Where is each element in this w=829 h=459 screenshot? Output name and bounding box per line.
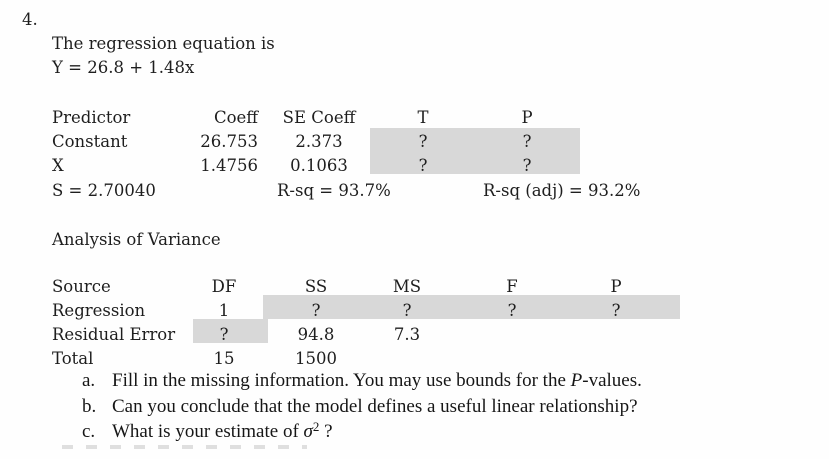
question-a-text: Fill in the missing information. You may… bbox=[112, 368, 642, 393]
question-a-pre: Fill in the missing information. You may… bbox=[112, 370, 571, 391]
coef-cell-p-missing: ? bbox=[522, 156, 532, 175]
s-value: S = 2.70040 bbox=[52, 181, 156, 200]
coef-header-predictor: Predictor bbox=[52, 108, 131, 127]
cropped-next-line-artifact bbox=[62, 445, 307, 449]
question-a: a. Fill in the missing information. You … bbox=[0, 368, 829, 393]
anova-cell-source: Residual Error bbox=[52, 325, 176, 344]
coef-header-row: Predictor Coeff SE Coeff T P bbox=[0, 106, 829, 130]
anova-title: Analysis of Variance bbox=[52, 230, 221, 249]
regression-intro-line: The regression equation is bbox=[52, 34, 275, 53]
coef-cell-p-missing: ? bbox=[522, 132, 532, 151]
question-c-label: c. bbox=[82, 421, 96, 442]
anova-header-p: P bbox=[610, 277, 622, 296]
anova-row-total: Total 15 1500 bbox=[0, 347, 829, 371]
coef-header-coeff: Coeff bbox=[213, 108, 258, 127]
coef-table-tp-highlight bbox=[370, 128, 580, 174]
question-a-italic-p: P bbox=[570, 370, 583, 391]
anova-header-ss: SS bbox=[304, 277, 328, 296]
anova-cell-df: 1 bbox=[218, 301, 230, 320]
r-sq-adj-value: R-sq (adj) = 93.2% bbox=[483, 181, 641, 200]
anova-cell-ss: 94.8 bbox=[297, 325, 335, 344]
question-a-label: a. bbox=[82, 370, 96, 391]
question-c: c. What is your estimate of σ2 ? bbox=[0, 419, 829, 446]
anova-cell-df-missing: ? bbox=[219, 325, 229, 344]
anova-header-ms: MS bbox=[392, 277, 422, 296]
sigma-exponent: 2 bbox=[312, 419, 320, 434]
r-sq-value: R-sq = 93.7% bbox=[277, 181, 391, 200]
problem-number: 4. bbox=[22, 10, 38, 29]
coef-header-p: P bbox=[521, 108, 533, 127]
anova-cell-ss: 1500 bbox=[295, 349, 337, 368]
coef-cell-t-missing: ? bbox=[418, 132, 428, 151]
question-c-text: What is your estimate of σ2 ? bbox=[112, 419, 333, 444]
anova-cell-source: Total bbox=[52, 349, 94, 368]
anova-header-row: Source DF SS MS F P bbox=[0, 275, 829, 299]
question-c-pre: What is your estimate of bbox=[112, 421, 304, 442]
sigma-symbol: σ bbox=[303, 421, 313, 442]
question-b: b. Can you conclude that the model defin… bbox=[0, 394, 829, 419]
anova-residual-df-highlight bbox=[193, 319, 268, 343]
coef-cell-coeff: 26.753 bbox=[200, 132, 258, 151]
anova-cell-ms: 7.3 bbox=[393, 325, 421, 344]
anova-row-residual-error: Residual Error ? 94.8 7.3 bbox=[0, 323, 829, 347]
coef-header-t: T bbox=[417, 108, 429, 127]
coef-cell-predictor: Constant bbox=[52, 132, 128, 151]
anova-cell-df: 15 bbox=[213, 349, 235, 368]
anova-header-f: F bbox=[506, 277, 518, 296]
anova-cell-source: Regression bbox=[52, 301, 146, 320]
anova-header-df: DF bbox=[211, 277, 237, 296]
question-b-text: Can you conclude that the model defines … bbox=[112, 396, 638, 417]
anova-regression-highlight bbox=[263, 295, 680, 319]
question-c-post: ? bbox=[319, 421, 333, 442]
anova-cell-p-missing: ? bbox=[611, 301, 621, 320]
anova-header-source: Source bbox=[52, 277, 111, 296]
coef-cell-coeff: 1.4756 bbox=[200, 156, 258, 175]
coef-header-se-coeff: SE Coeff bbox=[282, 108, 356, 127]
coef-cell-se-coeff: 2.373 bbox=[295, 132, 343, 151]
regression-equation: Y = 26.8 + 1.48x bbox=[52, 58, 195, 77]
anova-cell-ss-missing: ? bbox=[311, 301, 321, 320]
coef-cell-t-missing: ? bbox=[418, 156, 428, 175]
coef-row-x: X 1.4756 0.1063 ? ? bbox=[0, 154, 829, 178]
anova-cell-f-missing: ? bbox=[507, 301, 517, 320]
coef-cell-predictor: X bbox=[52, 156, 64, 175]
model-summary-row: S = 2.70040 R-sq = 93.7% R-sq (adj) = 93… bbox=[0, 179, 829, 203]
question-a-post: -values. bbox=[582, 370, 642, 391]
question-b-label: b. bbox=[82, 396, 97, 417]
anova-row-regression: Regression 1 ? ? ? ? bbox=[0, 299, 829, 323]
coef-cell-se-coeff: 0.1063 bbox=[290, 156, 348, 175]
anova-cell-ms-missing: ? bbox=[402, 301, 412, 320]
coef-row-constant: Constant 26.753 2.373 ? ? bbox=[0, 130, 829, 154]
